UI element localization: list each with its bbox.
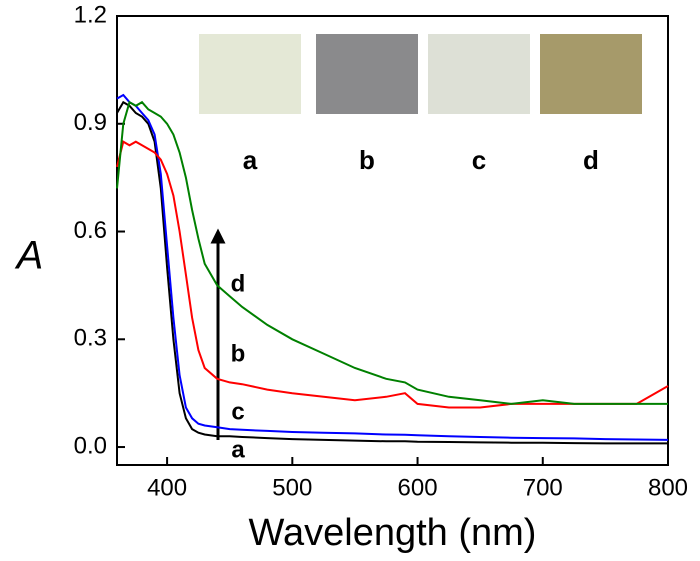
y-tick-label: 0.0 bbox=[74, 432, 107, 459]
y-tick-label: 0.6 bbox=[74, 217, 107, 244]
y-axis-title: A bbox=[15, 234, 44, 278]
series-line bbox=[116, 140, 669, 409]
inset-label: b bbox=[359, 145, 375, 175]
y-tick-label: 0.3 bbox=[74, 325, 107, 352]
y-tick-label: 1.2 bbox=[74, 1, 107, 28]
inset-photo bbox=[316, 34, 418, 114]
x-tick-label: 500 bbox=[272, 474, 312, 501]
inset-photo bbox=[540, 34, 642, 114]
inset-label: d bbox=[583, 145, 599, 175]
x-tick-label: 800 bbox=[648, 474, 688, 501]
curve-label: a bbox=[231, 436, 245, 463]
x-tick-label: 400 bbox=[147, 474, 187, 501]
inset-label: c bbox=[472, 145, 486, 175]
x-tick-label: 700 bbox=[523, 474, 563, 501]
inset-photo bbox=[199, 34, 301, 114]
curve-label: c bbox=[231, 398, 244, 425]
curve-label: b bbox=[231, 340, 246, 367]
curve-label: d bbox=[231, 270, 246, 297]
plot-frame bbox=[116, 15, 669, 466]
series-line bbox=[116, 93, 669, 441]
x-tick-label: 600 bbox=[398, 474, 438, 501]
series-line bbox=[116, 100, 668, 445]
y-tick-label: 0.9 bbox=[74, 109, 107, 136]
inset-photo bbox=[428, 34, 530, 114]
series-line bbox=[116, 100, 668, 405]
inset-label: a bbox=[243, 145, 258, 175]
x-axis-title: Wavelength (nm) bbox=[249, 512, 537, 554]
